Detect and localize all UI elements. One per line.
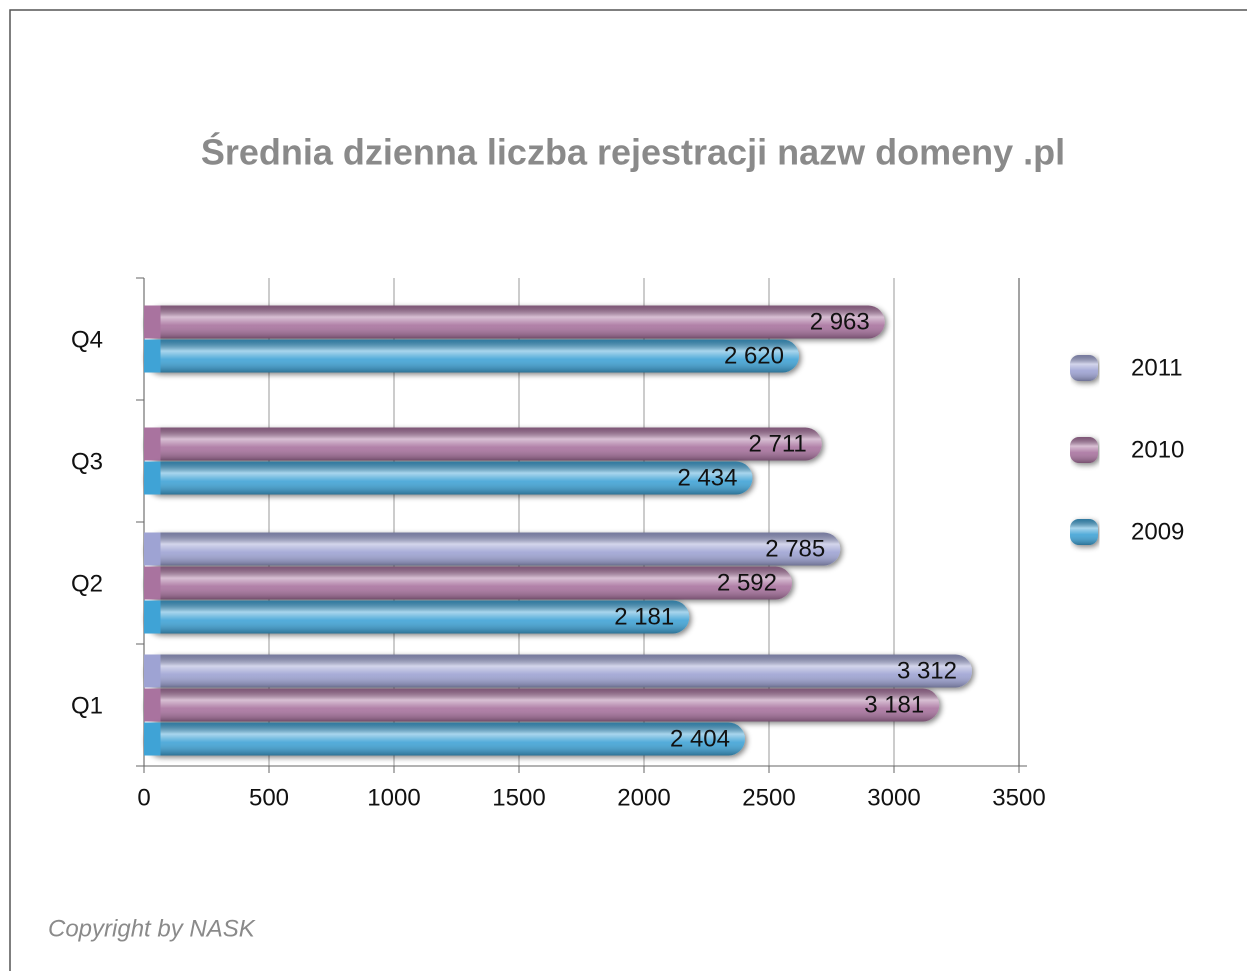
- bar-shine: [144, 339, 799, 373]
- bar-shine: [144, 654, 972, 688]
- bar-base: [144, 654, 161, 688]
- bar-shine: [144, 427, 822, 461]
- value-label: 2 434: [677, 464, 737, 491]
- bar-shine: [144, 305, 885, 339]
- bar-base: [144, 339, 161, 373]
- value-label: 3 312: [897, 657, 957, 684]
- bar-base: [144, 427, 161, 461]
- bar-shine: [144, 566, 792, 600]
- bar-shine: [144, 722, 745, 756]
- x-tick-label: 1500: [492, 784, 545, 811]
- bar-shine: [144, 532, 841, 566]
- y-tick-label: Q1: [71, 692, 103, 719]
- y-tick-label: Q4: [71, 326, 103, 353]
- value-label: 2 785: [765, 535, 825, 562]
- legend-label: 2009: [1131, 518, 1184, 545]
- bar-base: [144, 722, 161, 756]
- y-tick-label: Q2: [71, 570, 103, 597]
- value-label: 2 963: [810, 308, 870, 335]
- value-label: 2 592: [717, 569, 777, 596]
- bar-shine: [144, 600, 690, 634]
- value-label: 2 620: [724, 342, 784, 369]
- bar-shine: [144, 688, 940, 722]
- bar-base: [144, 532, 161, 566]
- footnote: Copyright by NASK: [48, 915, 256, 942]
- x-tick-label: 0: [137, 784, 150, 811]
- legend-label: 2011: [1131, 354, 1183, 381]
- x-tick-label: 2000: [617, 784, 670, 811]
- legend-swatch-shine: [1070, 437, 1098, 463]
- value-label: 2 404: [670, 725, 730, 752]
- value-label: 2 181: [614, 603, 674, 630]
- value-label: 2 711: [748, 430, 806, 457]
- x-tick-label: 3000: [867, 784, 920, 811]
- legend-swatch-shine: [1070, 519, 1098, 545]
- frame: [9, 9, 1247, 971]
- chart-title: Średnia dzienna liczba rejestracji nazw …: [201, 131, 1065, 173]
- x-tick-label: 500: [249, 784, 289, 811]
- bar-shine: [144, 461, 753, 495]
- bar-base: [144, 600, 161, 634]
- y-tick-label: Q3: [71, 448, 103, 475]
- x-tick-label: 2500: [742, 784, 795, 811]
- legend-label: 2010: [1131, 436, 1184, 463]
- x-tick-label: 1000: [367, 784, 420, 811]
- legend-swatch-shine: [1070, 355, 1098, 381]
- bar-base: [144, 305, 161, 339]
- bar-base: [144, 461, 161, 495]
- bar-base: [144, 566, 161, 600]
- bar-base: [144, 688, 161, 722]
- value-label: 3 181: [864, 691, 924, 718]
- x-tick-label: 3500: [992, 784, 1045, 811]
